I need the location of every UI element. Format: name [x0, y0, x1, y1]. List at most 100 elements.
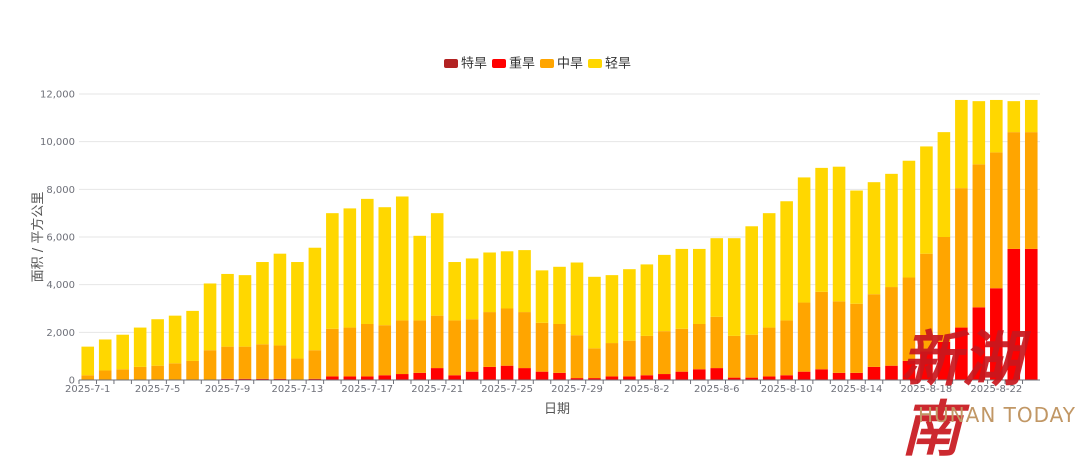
bar-segment-中旱[interactable] — [745, 334, 758, 378]
bar-segment-轻旱[interactable] — [343, 208, 357, 328]
bar-segment-轻旱[interactable] — [518, 250, 531, 313]
bar-segment-中旱[interactable] — [465, 319, 479, 372]
bar-segment-轻旱[interactable] — [98, 339, 112, 371]
bar-segment-中旱[interactable] — [605, 343, 619, 377]
bar-segment-中旱[interactable] — [238, 346, 252, 379]
bar-segment-重旱[interactable] — [990, 288, 1003, 380]
bar-segment-中旱[interactable] — [500, 308, 514, 366]
bar-segment-中旱[interactable] — [658, 331, 671, 375]
bar-segment-轻旱[interactable] — [990, 99, 1003, 153]
bar-segment-重旱[interactable] — [413, 372, 427, 380]
bar-segment-中旱[interactable] — [430, 315, 444, 369]
bar-segment-重旱[interactable] — [378, 375, 392, 380]
bar-segment-中旱[interactable] — [780, 320, 793, 376]
legend-item-轻旱[interactable]: 轻旱 — [588, 57, 631, 72]
bar-segment-中旱[interactable] — [343, 327, 357, 377]
bar-segment-重旱[interactable] — [483, 366, 496, 380]
bar-segment-中旱[interactable] — [361, 323, 374, 377]
bar-segment-重旱[interactable] — [221, 378, 234, 380]
bar-segment-重旱[interactable] — [308, 378, 322, 380]
bar-segment-重旱[interactable] — [675, 371, 689, 380]
bar-segment-轻旱[interactable] — [553, 266, 566, 324]
bar-segment-中旱[interactable] — [133, 366, 147, 380]
bar-segment-轻旱[interactable] — [710, 238, 724, 317]
bar-segment-重旱[interactable] — [972, 307, 986, 380]
bar-segment-轻旱[interactable] — [850, 190, 863, 304]
bar-segment-中旱[interactable] — [256, 344, 269, 379]
bar-segment-重旱[interactable] — [745, 377, 758, 380]
bar-segment-中旱[interactable] — [273, 345, 287, 379]
bar-segment-重旱[interactable] — [588, 378, 601, 380]
bar-segment-轻旱[interactable] — [727, 238, 741, 336]
bar-segment-中旱[interactable] — [902, 277, 916, 361]
bar-segment-中旱[interactable] — [972, 164, 986, 308]
bar-segment-轻旱[interactable] — [326, 213, 339, 329]
bar-segment-轻旱[interactable] — [238, 275, 252, 347]
bar-segment-轻旱[interactable] — [937, 132, 951, 237]
bar-segment-轻旱[interactable] — [203, 283, 217, 351]
bar-segment-重旱[interactable] — [256, 378, 269, 380]
bar-segment-中旱[interactable] — [850, 303, 863, 373]
bar-segment-中旱[interactable] — [395, 320, 409, 375]
bar-segment-重旱[interactable] — [395, 374, 409, 380]
bar-segment-重旱[interactable] — [850, 372, 863, 380]
bar-segment-重旱[interactable] — [727, 377, 741, 380]
bar-segment-轻旱[interactable] — [867, 182, 881, 295]
bar-segment-轻旱[interactable] — [186, 310, 199, 361]
bar-segment-重旱[interactable] — [955, 327, 968, 380]
bar-segment-重旱[interactable] — [832, 372, 846, 380]
bar-segment-轻旱[interactable] — [465, 258, 479, 320]
bar-segment-轻旱[interactable] — [535, 270, 549, 323]
bar-segment-中旱[interactable] — [116, 369, 129, 380]
bar-segment-轻旱[interactable] — [116, 334, 129, 370]
bar-segment-重旱[interactable] — [815, 369, 828, 380]
bar-segment-轻旱[interactable] — [972, 101, 986, 165]
bar-segment-轻旱[interactable] — [640, 264, 654, 336]
bar-segment-轻旱[interactable] — [430, 213, 444, 316]
bar-segment-重旱[interactable] — [867, 366, 881, 380]
bar-segment-重旱[interactable] — [640, 375, 654, 380]
bar-segment-重旱[interactable] — [1007, 248, 1021, 380]
bar-segment-中旱[interactable] — [815, 291, 828, 370]
bar-segment-轻旱[interactable] — [378, 207, 392, 326]
bar-segment-轻旱[interactable] — [308, 247, 322, 351]
legend[interactable]: 特旱 重旱 中旱 轻旱 — [444, 56, 631, 72]
bar-segment-轻旱[interactable] — [658, 254, 671, 332]
bar-segment-中旱[interactable] — [955, 188, 968, 328]
legend-item-重旱[interactable]: 重旱 — [492, 56, 535, 72]
bar-segment-中旱[interactable] — [570, 335, 584, 379]
bar-segment-重旱[interactable] — [448, 375, 461, 380]
bar-segment-中旱[interactable] — [483, 312, 496, 367]
bar-segment-轻旱[interactable] — [395, 196, 409, 321]
bar-segment-中旱[interactable] — [186, 360, 199, 380]
bar-segment-中旱[interactable] — [81, 375, 95, 380]
bar-segment-轻旱[interactable] — [168, 315, 182, 364]
bar-segment-中旱[interactable] — [151, 365, 164, 380]
bar-segment-轻旱[interactable] — [1024, 99, 1038, 133]
bar-segment-轻旱[interactable] — [413, 235, 427, 321]
bar-segment-中旱[interactable] — [291, 358, 304, 380]
bar-segment-中旱[interactable] — [553, 323, 566, 373]
bar-segment-轻旱[interactable] — [920, 146, 933, 254]
bar-segment-重旱[interactable] — [623, 376, 636, 380]
bar-segment-中旱[interactable] — [832, 301, 846, 373]
bar-segment-中旱[interactable] — [518, 312, 531, 369]
bar-segment-重旱[interactable] — [692, 369, 706, 380]
bar-segment-中旱[interactable] — [727, 335, 741, 378]
bar-segment-轻旱[interactable] — [151, 319, 164, 366]
bar-segment-轻旱[interactable] — [291, 262, 304, 359]
bar-segment-重旱[interactable] — [343, 376, 357, 380]
bar-segment-轻旱[interactable] — [256, 262, 269, 345]
bar-segment-轻旱[interactable] — [483, 252, 496, 313]
bar-segment-重旱[interactable] — [658, 374, 671, 380]
bar-segment-轻旱[interactable] — [605, 275, 619, 344]
bar-segment-轻旱[interactable] — [221, 273, 234, 347]
bar-segment-轻旱[interactable] — [133, 327, 147, 367]
bar-segment-中旱[interactable] — [885, 287, 898, 366]
bar-segment-重旱[interactable] — [1024, 248, 1038, 380]
bar-segment-轻旱[interactable] — [832, 166, 846, 302]
bar-segment-中旱[interactable] — [588, 348, 601, 379]
bar-segment-轻旱[interactable] — [570, 262, 584, 336]
bar-segment-轻旱[interactable] — [955, 99, 968, 189]
bar-segment-重旱[interactable] — [361, 376, 374, 380]
